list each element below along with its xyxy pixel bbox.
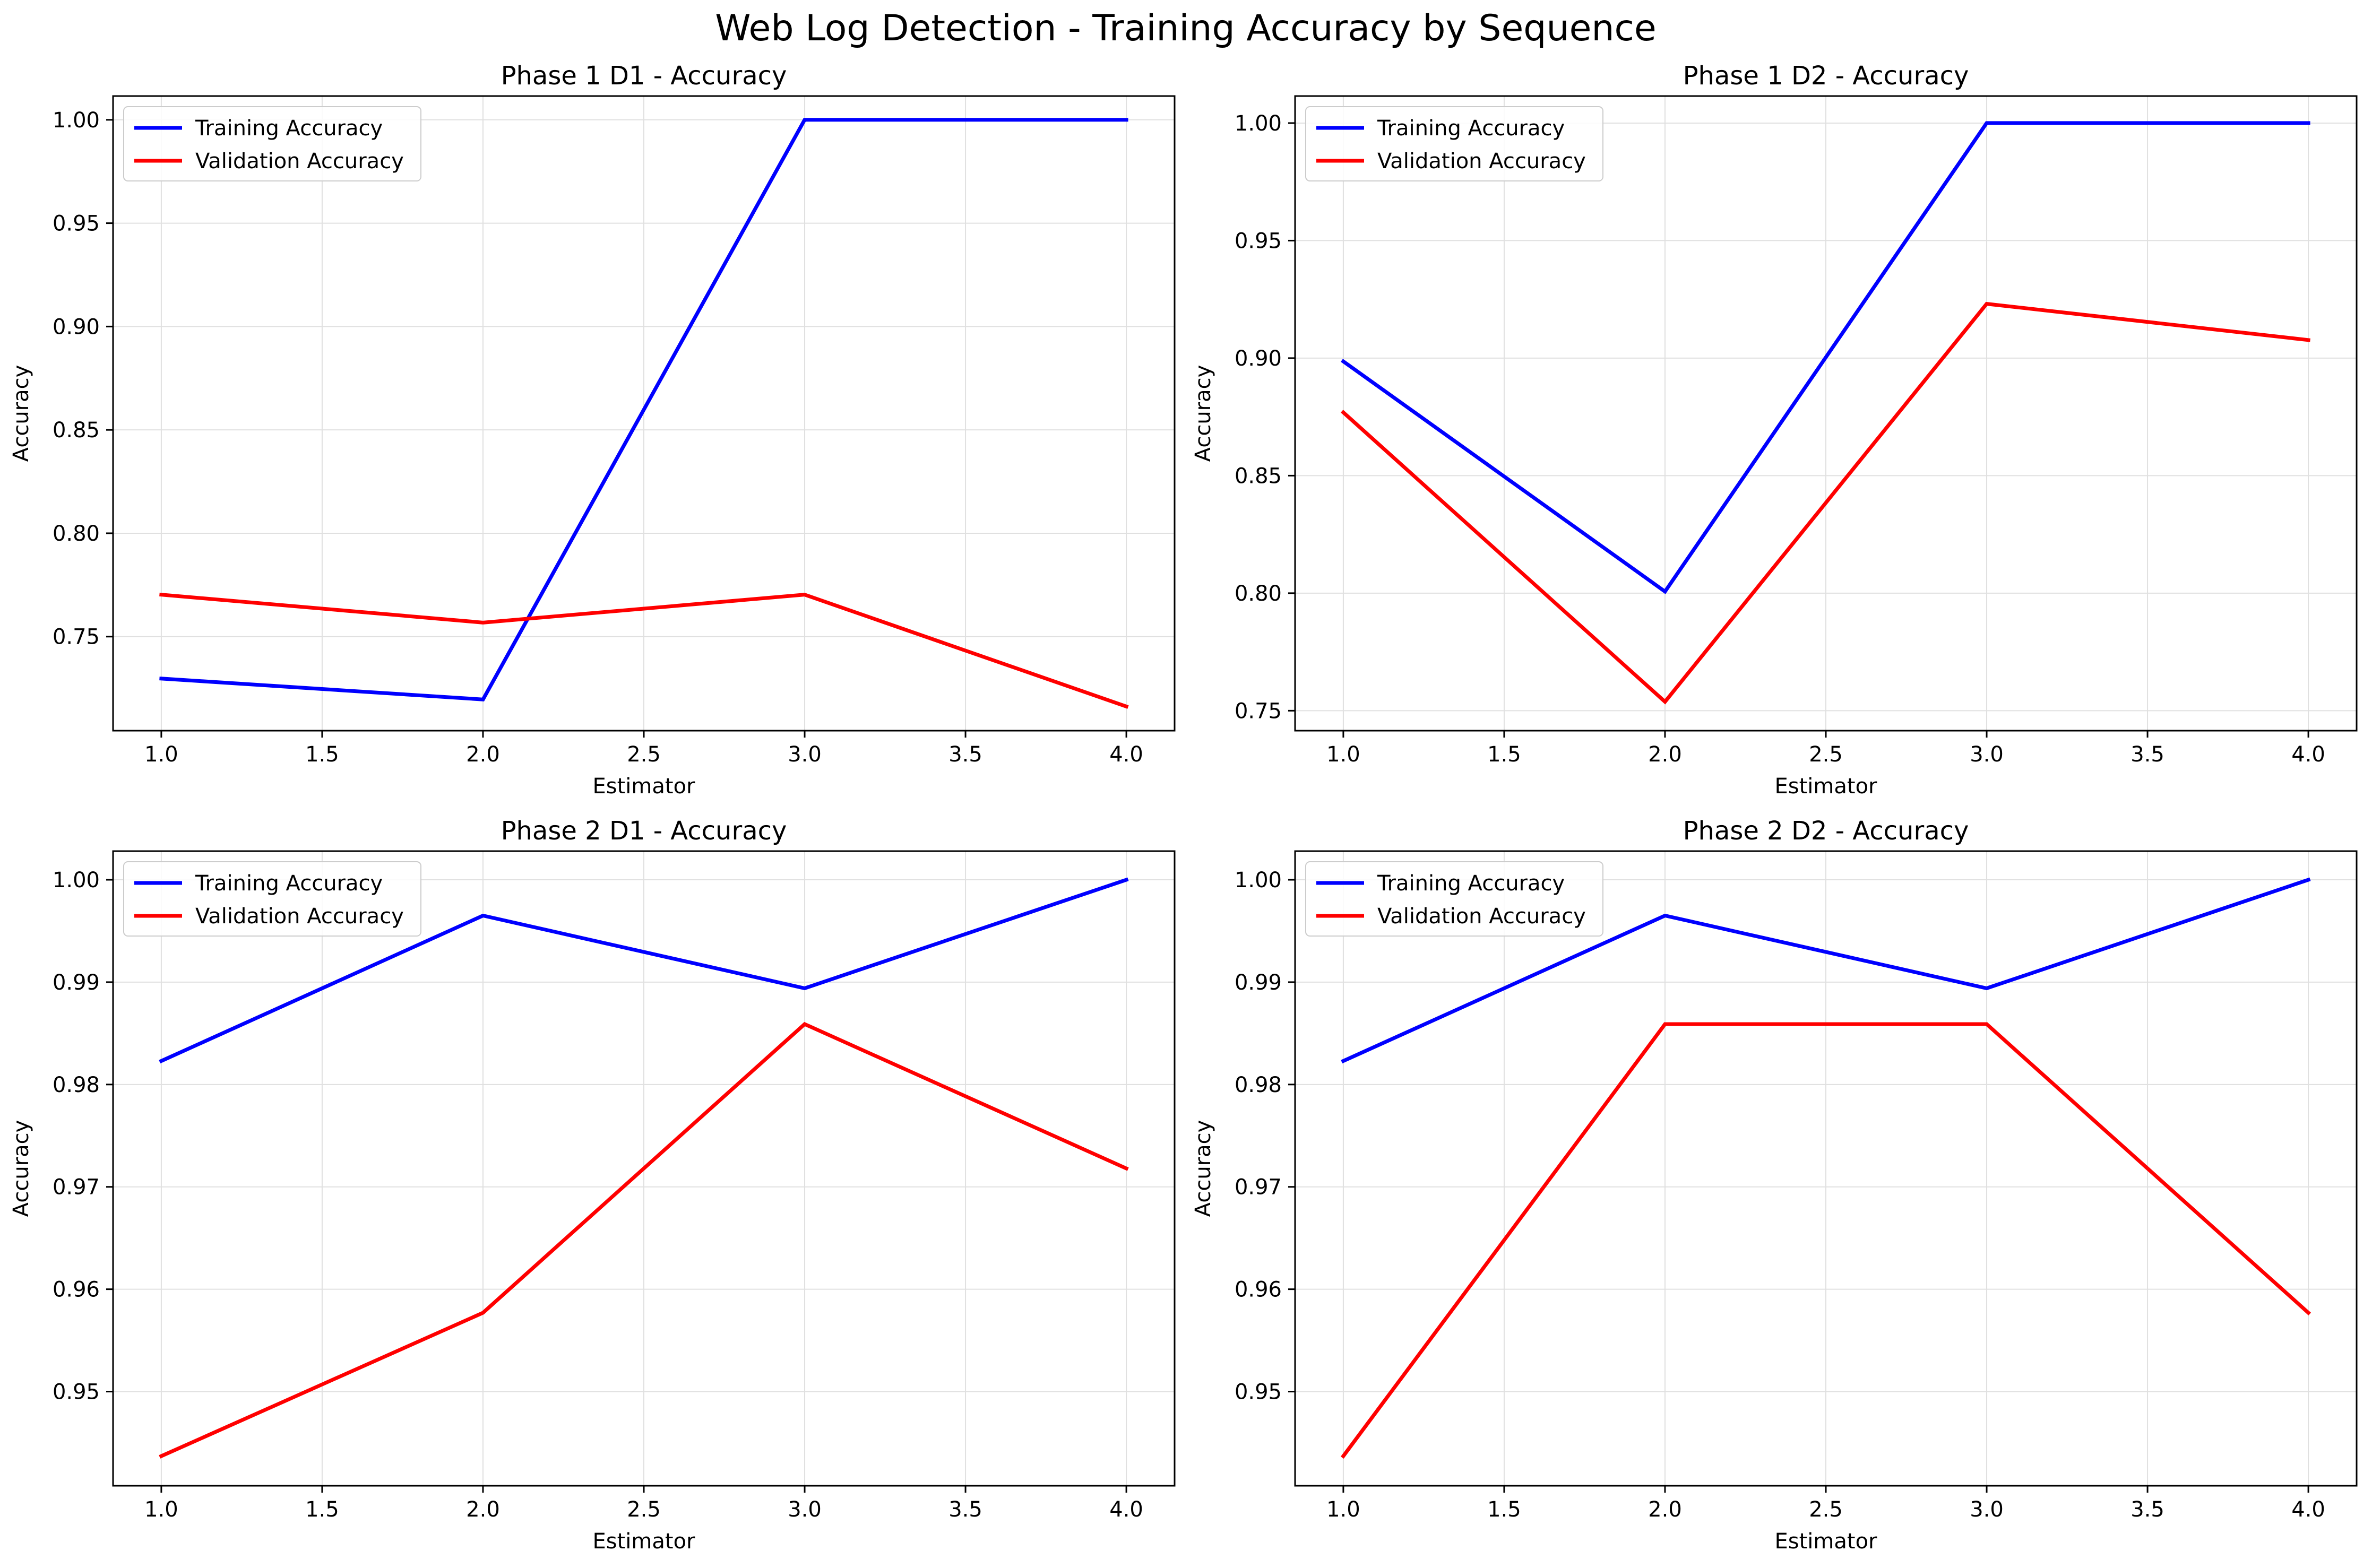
series-line-training (1341, 877, 2311, 1064)
y-tick-label: 0.96 (53, 1278, 100, 1302)
legend-label: Training Accuracy (195, 871, 383, 896)
y-axis-label: Accuracy (9, 1120, 33, 1217)
y-tick-label: 0.95 (53, 212, 100, 236)
y-axis-label: Accuracy (1191, 1120, 1215, 1217)
y-tick-label: 0.85 (53, 418, 100, 443)
x-tick-label: 3.0 (1970, 1497, 2004, 1522)
y-tick-label: 0.85 (1235, 464, 1282, 488)
x-tick-label: 3.0 (788, 1497, 822, 1522)
y-tick-label: 0.99 (1235, 971, 1282, 995)
y-tick-label: 0.97 (53, 1175, 100, 1200)
x-tick-label: 2.0 (1648, 1497, 1682, 1522)
x-tick-label: 1.5 (1487, 1497, 1521, 1522)
legend-box (1305, 861, 1603, 937)
legend: Training Accuracy Validation Accuracy (1305, 106, 1603, 181)
series-line-training (1341, 121, 2310, 594)
x-tick-label: 2.0 (466, 742, 500, 767)
series-line-validation (159, 1021, 1129, 1459)
series-line-validation (1341, 1022, 2311, 1459)
x-axis-label: Estimator (1775, 1529, 1878, 1554)
x-axis-label: Estimator (593, 774, 696, 799)
x-tick-label: 1.5 (1487, 742, 1521, 767)
x-tick-label: 2.0 (466, 1497, 500, 1522)
y-axis-label: Accuracy (1191, 365, 1215, 462)
y-axis-label: Accuracy (9, 365, 33, 462)
y-tick-label: 0.80 (1235, 582, 1282, 606)
x-tick-label: 2.5 (627, 742, 661, 767)
series-line-training (159, 118, 1128, 701)
subplot-4: 1.0 1.5 2.0 2.5 3.0 3.5 4.0 0.95 0.96 0.97 0.98 0.9… (1191, 816, 2358, 1554)
y-tick-label: 0.95 (1235, 229, 1282, 253)
legend-label: Validation Accuracy (195, 904, 404, 929)
subplot-title: Phase 2 D2 - Accuracy (1683, 816, 1969, 846)
x-axis-label: Estimator (593, 1529, 696, 1554)
x-tick-label: 1.5 (305, 1497, 339, 1522)
grid (113, 851, 1175, 1486)
legend-label: Training Accuracy (1377, 871, 1565, 896)
y-tick-label: 0.97 (1235, 1175, 1282, 1200)
x-tick-label: 1.0 (144, 742, 178, 767)
y-tick-label: 1.00 (53, 108, 100, 133)
x-tick-label: 4.0 (1109, 742, 1143, 767)
y-tick-label: 1.00 (1235, 111, 1282, 136)
subplot-2: 1.0 1.5 2.0 2.5 3.0 3.5 4.0 0.75 0.80 0.85 0.90 0.9… (1191, 61, 2358, 799)
series-line-training (159, 877, 1129, 1064)
y-tick-label: 1.00 (1235, 868, 1282, 893)
subplot-3: 1.0 1.5 2.0 2.5 3.0 3.5 4.0 0.95 0.96 0.97 0.98 0.9… (9, 816, 1176, 1554)
x-tick-label: 1.0 (144, 1497, 178, 1522)
x-tick-label: 1.0 (1326, 1497, 1360, 1522)
y-tick-label: 0.95 (53, 1380, 100, 1405)
x-tick-label: 4.0 (1109, 1497, 1143, 1522)
legend-label: Training Accuracy (1377, 116, 1565, 141)
subplot-1: 1.0 1.5 2.0 2.5 3.0 3.5 4.0 0.75 0.80 0.85 0.90 0.9… (9, 61, 1176, 799)
x-tick-label: 1.0 (1326, 742, 1360, 767)
x-tick-label: 2.0 (1648, 742, 1682, 767)
legend-box (123, 106, 421, 181)
legend-label: Validation Accuracy (195, 149, 404, 174)
subplot-title: Phase 2 D1 - Accuracy (501, 816, 787, 846)
series-line-validation (1340, 301, 2310, 705)
figure-suptitle: Web Log Detection - Training Accuracy by… (715, 7, 1656, 49)
legend-label: Validation Accuracy (1377, 904, 1586, 929)
y-tick-label: 0.75 (1235, 699, 1282, 723)
y-tick-label: 0.98 (1235, 1073, 1282, 1097)
legend-box (123, 861, 421, 937)
x-tick-label: 2.5 (1809, 1497, 1843, 1522)
subplot-title: Phase 1 D2 - Accuracy (1683, 61, 1969, 91)
x-tick-label: 1.5 (305, 742, 339, 767)
y-tick-label: 0.96 (1235, 1278, 1282, 1302)
x-tick-label: 2.5 (627, 1497, 661, 1522)
legend-label: Validation Accuracy (1377, 149, 1586, 174)
y-tick-label: 0.95 (1235, 1380, 1282, 1405)
x-axis-label: Estimator (1775, 774, 1878, 799)
y-tick-label: 0.80 (53, 522, 100, 546)
x-tick-label: 3.5 (2131, 742, 2164, 767)
legend: Training Accuracy Validation Accuracy (123, 106, 421, 181)
legend-label: Training Accuracy (195, 116, 383, 141)
x-tick-label: 3.0 (788, 742, 822, 767)
x-tick-label: 2.5 (1809, 742, 1843, 767)
subplot-title: Phase 1 D1 - Accuracy (501, 61, 787, 91)
grid (1295, 851, 2357, 1486)
y-tick-label: 0.98 (53, 1073, 100, 1097)
x-tick-label: 4.0 (2291, 1497, 2325, 1522)
x-tick-label: 3.5 (948, 1497, 982, 1522)
y-tick-label: 0.90 (53, 315, 100, 339)
legend: Training Accuracy Validation Accuracy (1305, 861, 1603, 937)
x-tick-label: 3.5 (2131, 1497, 2164, 1522)
x-tick-label: 3.0 (1970, 742, 2004, 767)
y-tick-label: 0.90 (1235, 346, 1282, 371)
x-tick-label: 3.5 (948, 742, 982, 767)
legend: Training Accuracy Validation Accuracy (123, 861, 421, 937)
legend-box (1305, 106, 1603, 181)
y-tick-label: 0.99 (53, 971, 100, 995)
subplots-grid: 1.0 1.5 2.0 2.5 3.0 3.5 4.0 0.75 0.80 0.85 0.90 0.9… (9, 61, 2358, 1554)
y-tick-label: 0.75 (53, 625, 100, 649)
x-tick-label: 4.0 (2291, 742, 2325, 767)
y-tick-label: 1.00 (53, 868, 100, 893)
series-line-validation (159, 592, 1129, 709)
